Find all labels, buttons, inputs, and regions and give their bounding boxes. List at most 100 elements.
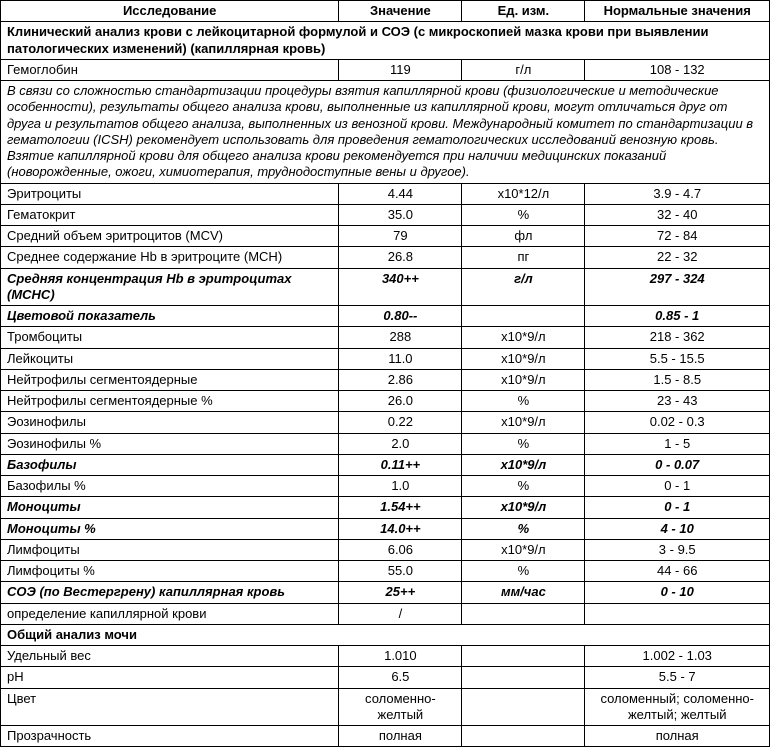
note-row: В связи со сложностью стандартизации про… — [1, 81, 770, 184]
test-unit: x10*9/л — [462, 454, 585, 475]
test-normal: 0 - 0.07 — [585, 454, 770, 475]
test-name: Лимфоциты % — [1, 561, 339, 582]
test-value: 119 — [339, 59, 462, 80]
test-name: Цветовой показатель — [1, 306, 339, 327]
test-value: 1.010 — [339, 646, 462, 667]
test-value: 11.0 — [339, 348, 462, 369]
test-name: Гематокрит — [1, 204, 339, 225]
test-value: 4.44 — [339, 183, 462, 204]
test-value: 79 — [339, 226, 462, 247]
test-normal: 3.9 - 4.7 — [585, 183, 770, 204]
test-unit — [462, 726, 585, 747]
test-name: определение капиллярной крови — [1, 603, 339, 624]
test-value: 2.86 — [339, 369, 462, 390]
test-value: 1.0 — [339, 476, 462, 497]
table-row: Эозинофилы0.22x10*9/л0.02 - 0.3 — [1, 412, 770, 433]
test-unit: % — [462, 204, 585, 225]
note-text: В связи со сложностью стандартизации про… — [1, 81, 770, 184]
test-normal: 4 - 10 — [585, 518, 770, 539]
test-normal: 3 - 9.5 — [585, 539, 770, 560]
table-row: Гемоглобин119г/л108 - 132 — [1, 59, 770, 80]
test-name: Базофилы % — [1, 476, 339, 497]
test-value: 25++ — [339, 582, 462, 603]
test-unit: % — [462, 561, 585, 582]
test-normal: 1.5 - 8.5 — [585, 369, 770, 390]
test-name: Нейтрофилы сегментоядерные — [1, 369, 339, 390]
col-header-test: Исследование — [1, 1, 339, 22]
table-row: Эритроциты4.44x10*12/л3.9 - 4.7 — [1, 183, 770, 204]
test-value: 6.5 — [339, 667, 462, 688]
test-value: 288 — [339, 327, 462, 348]
test-name: Моноциты % — [1, 518, 339, 539]
table-row: Базофилы %1.0%0 - 1 — [1, 476, 770, 497]
test-value: 26.0 — [339, 391, 462, 412]
test-name: Тромбоциты — [1, 327, 339, 348]
test-name: Средний объем эритроцитов (MCV) — [1, 226, 339, 247]
test-unit: г/л — [462, 268, 585, 306]
test-normal: 0.02 - 0.3 — [585, 412, 770, 433]
lab-results-table: Исследование Значение Ед. изм. Нормальны… — [0, 0, 770, 747]
test-unit: пг — [462, 247, 585, 268]
test-name: Прозрачность — [1, 726, 339, 747]
test-name: Базофилы — [1, 454, 339, 475]
col-header-unit: Ед. изм. — [462, 1, 585, 22]
test-normal: 23 - 43 — [585, 391, 770, 412]
test-value: 14.0++ — [339, 518, 462, 539]
table-row: Тромбоциты288x10*9/л218 - 362 — [1, 327, 770, 348]
test-value: 35.0 — [339, 204, 462, 225]
test-unit — [462, 603, 585, 624]
test-name: СОЭ (по Вестергрену) капиллярная кровь — [1, 582, 339, 603]
col-header-value: Значение — [339, 1, 462, 22]
test-value: / — [339, 603, 462, 624]
test-unit — [462, 306, 585, 327]
test-unit: % — [462, 518, 585, 539]
test-unit: фл — [462, 226, 585, 247]
table-row: определение капиллярной крови/ — [1, 603, 770, 624]
test-normal — [585, 603, 770, 624]
table-row: Удельный вес1.010 1.002 - 1.03 — [1, 646, 770, 667]
test-normal: 5.5 - 15.5 — [585, 348, 770, 369]
col-header-normal: Нормальные значения — [585, 1, 770, 22]
test-normal: 1 - 5 — [585, 433, 770, 454]
table-row: Нейтрофилы сегментоядерные %26.0%23 - 43 — [1, 391, 770, 412]
test-unit: x10*9/л — [462, 497, 585, 518]
test-normal: 44 - 66 — [585, 561, 770, 582]
test-value: 340++ — [339, 268, 462, 306]
test-name: Эозинофилы % — [1, 433, 339, 454]
test-unit: x10*9/л — [462, 369, 585, 390]
test-value: 6.06 — [339, 539, 462, 560]
test-normal: 218 - 362 — [585, 327, 770, 348]
table-row: Лейкоциты11.0x10*9/л5.5 - 15.5 — [1, 348, 770, 369]
test-unit: мм/час — [462, 582, 585, 603]
test-normal: 0.85 - 1 — [585, 306, 770, 327]
test-normal: 72 - 84 — [585, 226, 770, 247]
table-row: Лимфоциты6.06x10*9/л3 - 9.5 — [1, 539, 770, 560]
table-row: Среднее содержание Hb в эритроците (MCH)… — [1, 247, 770, 268]
table-row: Гематокрит35.0%32 - 40 — [1, 204, 770, 225]
section-title: Клинический анализ крови с лейкоцитарной… — [1, 22, 770, 60]
test-value: полная — [339, 726, 462, 747]
section-row: Общий анализ мочи — [1, 624, 770, 645]
test-normal: 0 - 10 — [585, 582, 770, 603]
test-unit: x10*9/л — [462, 327, 585, 348]
test-unit: x10*9/л — [462, 539, 585, 560]
test-value: 0.11++ — [339, 454, 462, 475]
test-unit: % — [462, 391, 585, 412]
test-value: 1.54++ — [339, 497, 462, 518]
test-normal: 5.5 - 7 — [585, 667, 770, 688]
test-value: 0.80-- — [339, 306, 462, 327]
table-row: Эозинофилы %2.0%1 - 5 — [1, 433, 770, 454]
test-normal: 32 - 40 — [585, 204, 770, 225]
table-row: Прозрачностьполнаяполная — [1, 726, 770, 747]
test-normal: 1.002 - 1.03 — [585, 646, 770, 667]
test-value: 26.8 — [339, 247, 462, 268]
test-name: Удельный вес — [1, 646, 339, 667]
test-unit — [462, 646, 585, 667]
test-value: 55.0 — [339, 561, 462, 582]
test-normal: 22 - 32 — [585, 247, 770, 268]
table-row: Моноциты1.54++x10*9/л0 - 1 — [1, 497, 770, 518]
test-name: Лимфоциты — [1, 539, 339, 560]
test-unit: x10*12/л — [462, 183, 585, 204]
test-normal: 108 - 132 — [585, 59, 770, 80]
table-row: Средний объем эритроцитов (MCV)79фл72 - … — [1, 226, 770, 247]
